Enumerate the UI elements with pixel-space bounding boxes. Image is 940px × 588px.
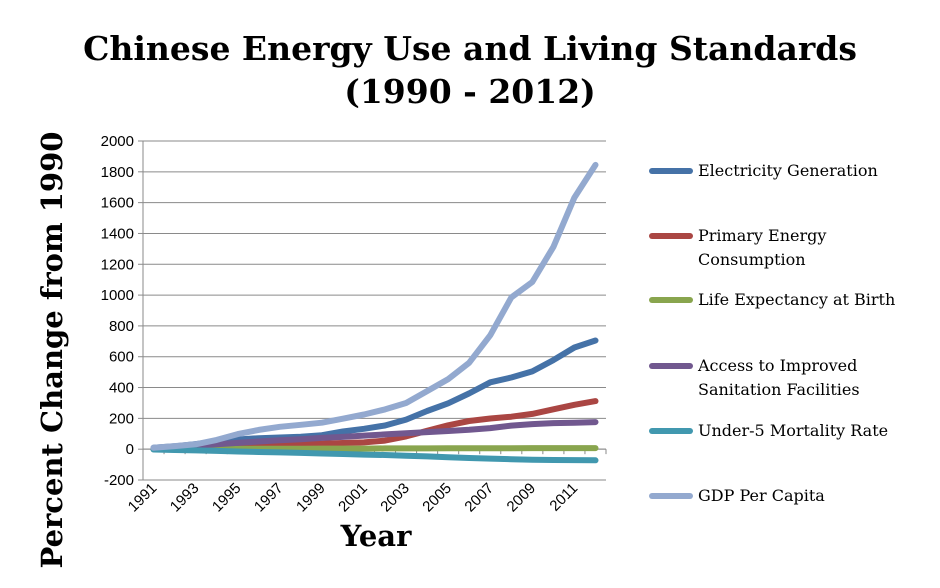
y-tick-label: -200 [104,472,134,489]
y-tick-label: 800 [109,318,134,335]
y-tick-label: 400 [109,380,134,397]
chart-title-line-2: (1990 - 2012) [344,72,596,111]
y-tick-label: 1800 [101,164,134,181]
y-tick-label: 1200 [101,256,134,273]
series-line-5 [150,161,599,451]
x-tick-label: 2011 [546,480,581,515]
legend-label-3: Access to Improved Sanitation Facilities [697,356,860,399]
y-tick-label: 1000 [101,287,134,304]
x-tick-label: 2003 [377,480,413,516]
y-axis-title: Percent Change from 1990 [35,132,69,569]
y-tick-label: 2000 [101,133,134,150]
y-tick-label: 0 [126,441,134,458]
legend-label-5: GDP Per Capita [698,486,825,505]
x-tick-label: 2009 [504,480,540,516]
x-tick-label: 1993 [167,480,203,516]
y-tick-label: 1600 [101,195,134,212]
series-line-4 [150,446,599,464]
series-lines [150,161,599,464]
legend-label-1: Primary Energy Consumption [698,226,826,269]
legend: Electricity Generation Primary Energy Cons… [649,161,895,505]
series-line-3 [150,419,599,452]
y-tick-label: 200 [109,410,134,427]
x-tick-label: 2005 [419,480,455,516]
x-tick-label: 2001 [335,480,371,516]
legend-label-2: Life Expectancy at Birth [698,290,895,309]
x-axis-title: Year [340,519,412,553]
y-tick-label: 1400 [101,225,134,242]
chart-title-line-1: Chinese Energy Use and Living Standards [83,29,857,68]
y-tick-label: 600 [109,349,134,366]
x-tick-label: 2007 [461,480,497,516]
legend-label-4: Under-5 Mortality Rate [698,421,888,440]
series-line-0 [150,337,599,451]
x-tick-label: 1999 [293,480,329,516]
x-tick-label: 1997 [251,480,287,516]
legend-label-0: Electricity Generation [698,161,878,180]
x-tick-label: 1995 [209,480,245,516]
